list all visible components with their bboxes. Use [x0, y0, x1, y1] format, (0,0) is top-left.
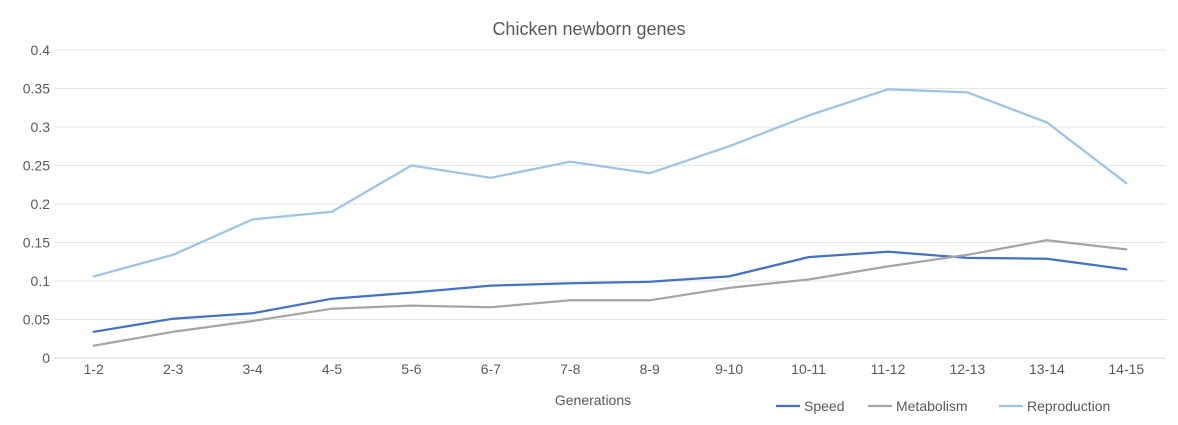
y-tick-label: 0.25 — [23, 158, 50, 174]
y-tick-label: 0.35 — [23, 81, 50, 97]
y-tick-label: 0.15 — [23, 235, 50, 251]
series-lines — [92, 88, 1128, 347]
x-tick-label: 7-8 — [560, 361, 580, 377]
legend-label-metabolism: Metabolism — [896, 398, 968, 414]
y-tick-label: 0.05 — [23, 312, 50, 328]
chart-title: Chicken newborn genes — [492, 19, 685, 39]
x-tick-label: 13-14 — [1029, 361, 1065, 377]
series-line-reproduction — [92, 88, 1128, 278]
x-tick-label: 9-10 — [715, 361, 743, 377]
x-axis-label: Generations — [555, 392, 631, 408]
y-tick-label: 0 — [42, 350, 50, 366]
x-tick-label: 5-6 — [401, 361, 421, 377]
x-tick-label: 12-13 — [950, 361, 986, 377]
x-axis-ticks: 1-2 2-3 3-4 4-5 5-6 6-7 7-8 8-9 9-10 10-11 11-12 12… — [84, 361, 1145, 377]
x-tick-label: 8-9 — [640, 361, 660, 377]
y-tick-label: 0.1 — [31, 273, 51, 289]
y-axis-ticks: 0 0.05 0.1 0.15 0.2 0.25 0.3 0.35 0.4 — [23, 42, 50, 366]
x-tick-label: 14-15 — [1108, 361, 1144, 377]
x-tick-label: 3-4 — [242, 361, 262, 377]
x-tick-label: 6-7 — [481, 361, 501, 377]
y-tick-label: 0.4 — [31, 42, 51, 58]
gridlines — [54, 49, 1166, 359]
series-line-metabolism — [92, 239, 1128, 347]
legend: Speed Metabolism Reproduction — [776, 398, 1110, 414]
x-tick-label: 1-2 — [84, 361, 104, 377]
legend-label-reproduction: Reproduction — [1027, 398, 1110, 414]
legend-label-speed: Speed — [804, 398, 844, 414]
y-tick-label: 0.2 — [31, 196, 51, 212]
y-tick-label: 0.3 — [31, 119, 51, 135]
x-tick-label: 2-3 — [163, 361, 183, 377]
x-tick-label: 10-11 — [791, 361, 826, 377]
x-tick-label: 11-12 — [871, 361, 906, 377]
x-tick-label: 4-5 — [322, 361, 342, 377]
